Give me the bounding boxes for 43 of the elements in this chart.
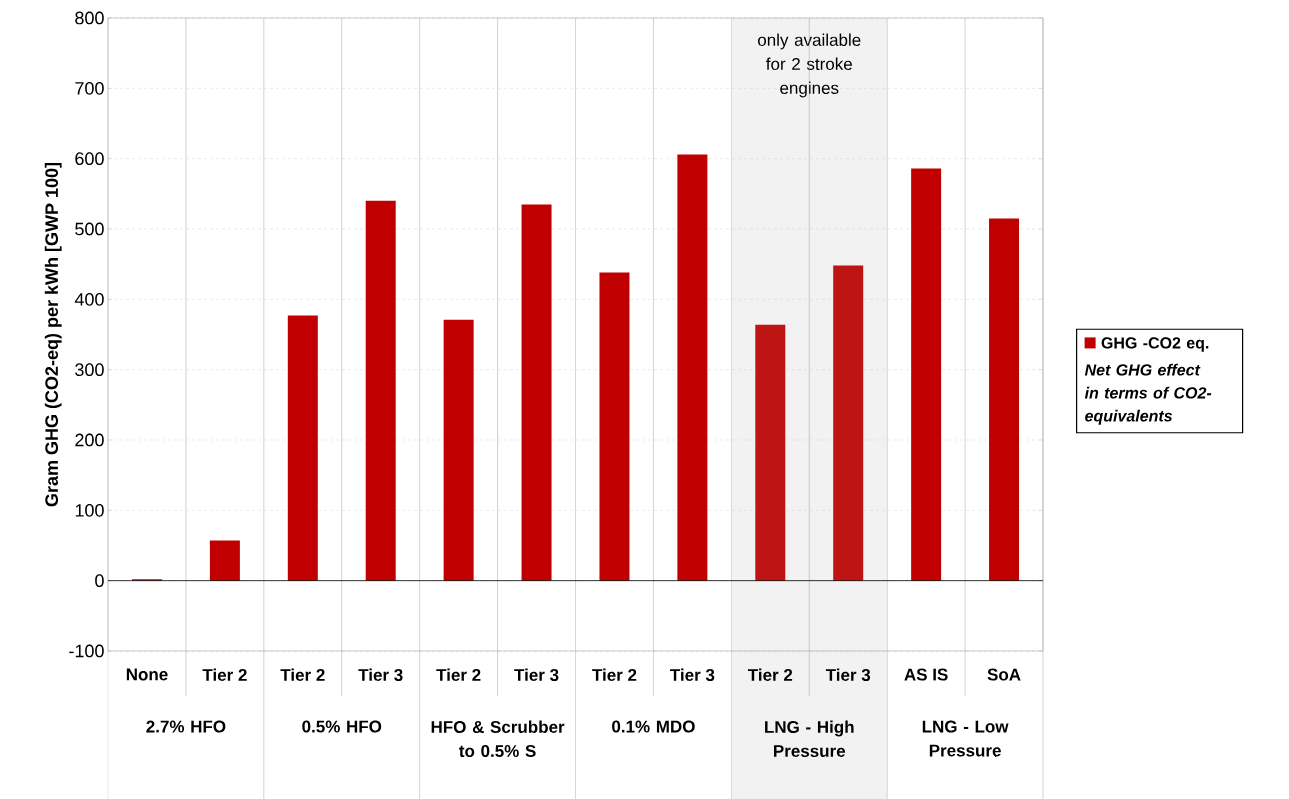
- text: Net GHG effect in terms of CO2-equivalents: [1084, 363, 1212, 425]
- y-tick-label: 400: [74, 292, 104, 306]
- y-tick-label: 100: [75, 503, 104, 517]
- text: LNG - High Pressure: [765, 720, 854, 757]
- bar: [911, 168, 942, 581]
- text: LNG - Low Pressure: [922, 720, 1009, 757]
- y-tick-label: 700: [75, 81, 104, 95]
- bar: [209, 540, 240, 581]
- text: HFO & Scrubber to 0.5% S: [431, 720, 565, 757]
- y-tick-label: 500: [75, 222, 104, 236]
- x-tick-label: Tier 2: [592, 668, 637, 681]
- x-tick-label: Tier 2: [280, 668, 325, 681]
- bar: [833, 265, 864, 581]
- bar: [599, 272, 630, 581]
- bar: [521, 204, 552, 581]
- x-tick-label: Tier 3: [825, 668, 871, 681]
- text: 0.5% HFO: [302, 720, 382, 733]
- x-tick-label: Tier 2: [202, 668, 247, 681]
- text: 2.7% HFO: [146, 720, 226, 733]
- y-axis-title: Gram GHG (CO2-eq) per kWh [GWP 100]: [44, 162, 62, 507]
- x-tick-label: Tier 3: [670, 668, 715, 681]
- x-tick-label: Tier 2: [436, 668, 481, 681]
- bar: [365, 200, 396, 581]
- bar: [677, 154, 708, 581]
- x-tick-label: Tier 3: [358, 668, 403, 681]
- bar: [755, 324, 786, 581]
- y-tick-label: 600: [75, 152, 104, 165]
- bar: [989, 218, 1020, 581]
- x-tick-label: SoA: [987, 668, 1021, 681]
- x-tick-label: None: [126, 668, 168, 681]
- legend-label: GHG -CO2 eq.: [1101, 337, 1209, 352]
- y-tick-label: 0: [95, 574, 104, 587]
- x-tick-label: AS IS: [904, 668, 948, 681]
- annotation: only available for 2 stroke engines: [758, 33, 861, 98]
- text: 0.1% MDO: [612, 720, 695, 733]
- y-tick-label: 800: [75, 11, 104, 25]
- bar: [287, 315, 318, 581]
- x-tick-label: Tier 2: [747, 668, 793, 681]
- x-tick-label: Tier 3: [514, 668, 559, 681]
- y-tick-label: 200: [75, 433, 104, 447]
- y-tick-label: -100: [69, 644, 104, 658]
- bar: [443, 319, 474, 581]
- y-tick-label: 300: [75, 363, 104, 376]
